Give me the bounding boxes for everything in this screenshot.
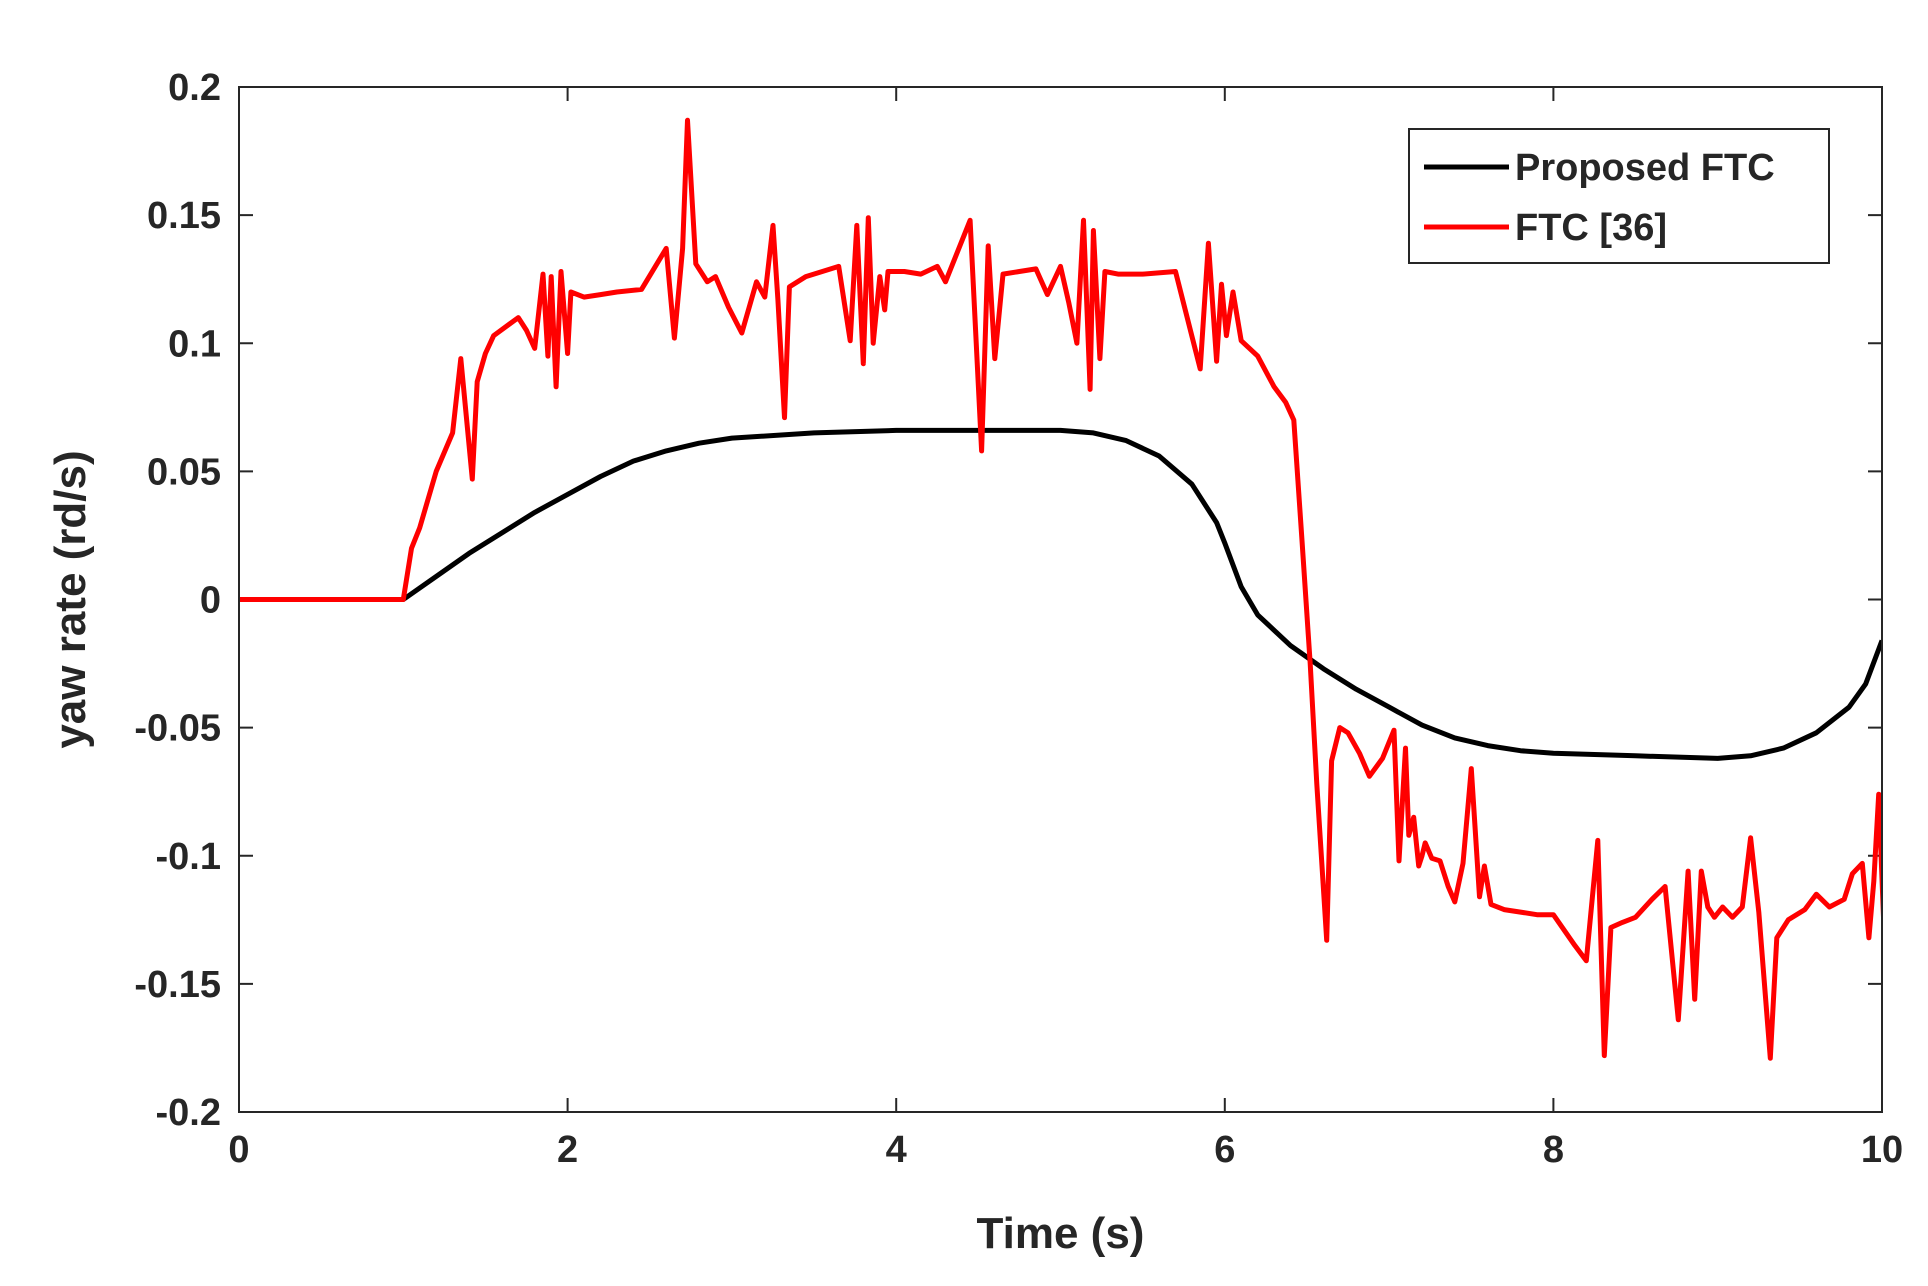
x-tick-label: 4	[886, 1129, 907, 1171]
x-tick-label: 8	[1543, 1129, 1564, 1171]
x-tick-label: 6	[1214, 1129, 1235, 1171]
y-tick-label: 0.05	[147, 451, 221, 493]
x-tick-label: 10	[1861, 1129, 1903, 1171]
y-tick-label: -0.15	[134, 964, 221, 1006]
x-axis-ticks: 0 2 4 6 8 10	[228, 87, 1903, 1171]
x-tick-label: 0	[228, 1129, 249, 1171]
y-tick-label: -0.1	[156, 836, 221, 878]
series-line-proposed-ftc	[239, 427, 1882, 761]
series-line-ftc-36	[239, 117, 1882, 1061]
y-axis-title: yaw rate (rd/s)	[46, 450, 95, 748]
plot-frame	[238, 86, 1883, 1113]
legend: Proposed FTC FTC [36]	[1408, 128, 1830, 264]
legend-box	[1408, 128, 1830, 264]
y-tick-label: -0.05	[134, 708, 221, 750]
y-tick-label: 0.2	[168, 67, 221, 109]
legend-label-ftc-36: FTC [36]	[1515, 207, 1667, 249]
legend-label-proposed-ftc: Proposed FTC	[1515, 147, 1775, 189]
x-axis-title: Time (s)	[977, 1209, 1145, 1258]
y-tick-label: 0.1	[168, 323, 221, 365]
series-layer	[239, 117, 1882, 1061]
y-tick-label: -0.2	[156, 1092, 221, 1134]
y-tick-label: 0	[200, 580, 221, 622]
y-axis-ticks: 0.2 0.15 0.1 0.05 0 -0.05 -0.1 -0.15 -0.2	[134, 67, 1882, 1134]
x-tick-label: 2	[557, 1129, 578, 1171]
y-tick-label: 0.15	[147, 195, 221, 237]
